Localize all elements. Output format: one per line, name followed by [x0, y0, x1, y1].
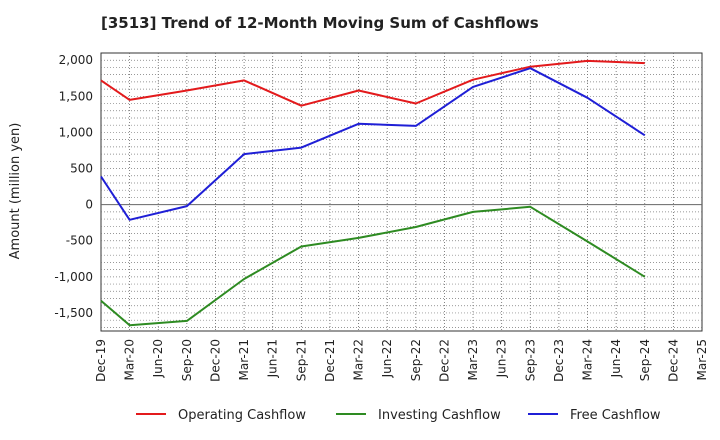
- y-tick-label: -500: [66, 234, 93, 248]
- x-tick-label: Dec-22: [437, 339, 451, 382]
- x-tick-label: Jun-22: [380, 339, 394, 378]
- grid-layer: [100, 52, 703, 332]
- x-tick-label: Sep-24: [638, 339, 652, 381]
- x-tick-label: Mar-24: [581, 339, 595, 380]
- y-tick-label: 500: [70, 162, 93, 176]
- x-tick-label: Jun-20: [151, 339, 165, 378]
- legend-label: Free Cashflow: [570, 408, 661, 423]
- plot-frame: [100, 52, 703, 332]
- axis-layer: Dec-19 Mar-20 Jun-20 Sep-20 Dec-20 Mar-21 Jun-…: [54, 53, 709, 382]
- series-line-operating-cashflow: [100, 59, 645, 107]
- series-line-free-cashflow: [100, 67, 646, 221]
- x-tick-label: Dec-20: [208, 339, 222, 382]
- x-tick-label: Dec-23: [552, 339, 566, 382]
- y-tick-label: -1,000: [54, 270, 93, 284]
- y-tick-label: 1,000: [59, 125, 93, 139]
- chart-title: [3513] Trend of 12-Month Moving Sum of C…: [101, 14, 539, 32]
- series-layer: [100, 59, 646, 327]
- x-tick-label: Mar-21: [237, 339, 251, 380]
- legend-label: Operating Cashflow: [178, 408, 306, 423]
- y-tick-label: 1,500: [59, 89, 93, 103]
- x-tick-label: Jun-23: [495, 339, 509, 378]
- y-tick-label: -1,500: [54, 306, 93, 320]
- x-tick-label: Mar-25: [695, 339, 709, 380]
- x-tick-label: Mar-20: [123, 339, 137, 380]
- x-tick-label: Mar-22: [352, 339, 366, 380]
- y-tick-label: 2,000: [59, 53, 93, 67]
- x-tick-label: Dec-19: [94, 339, 108, 382]
- x-tick-label: Dec-21: [323, 339, 337, 382]
- x-tick-label: Jun-24: [609, 339, 623, 378]
- x-tick-label: Sep-21: [294, 339, 308, 381]
- x-tick-label: Sep-20: [180, 339, 194, 381]
- y-tick-label: 0: [85, 198, 93, 212]
- x-tick-label: Jun-21: [266, 339, 280, 378]
- legend: Operating Cashflow Investing Cashflow Free…: [136, 408, 661, 423]
- y-axis-label: Amount (million yen): [8, 123, 23, 260]
- x-tick-label: Sep-23: [523, 339, 537, 381]
- series-line-investing-cashflow: [100, 205, 646, 327]
- x-tick-label: Mar-23: [466, 339, 480, 380]
- legend-label: Investing Cashflow: [378, 408, 501, 423]
- x-tick-label: Dec-24: [666, 339, 680, 382]
- x-tick-label: Sep-22: [409, 339, 423, 381]
